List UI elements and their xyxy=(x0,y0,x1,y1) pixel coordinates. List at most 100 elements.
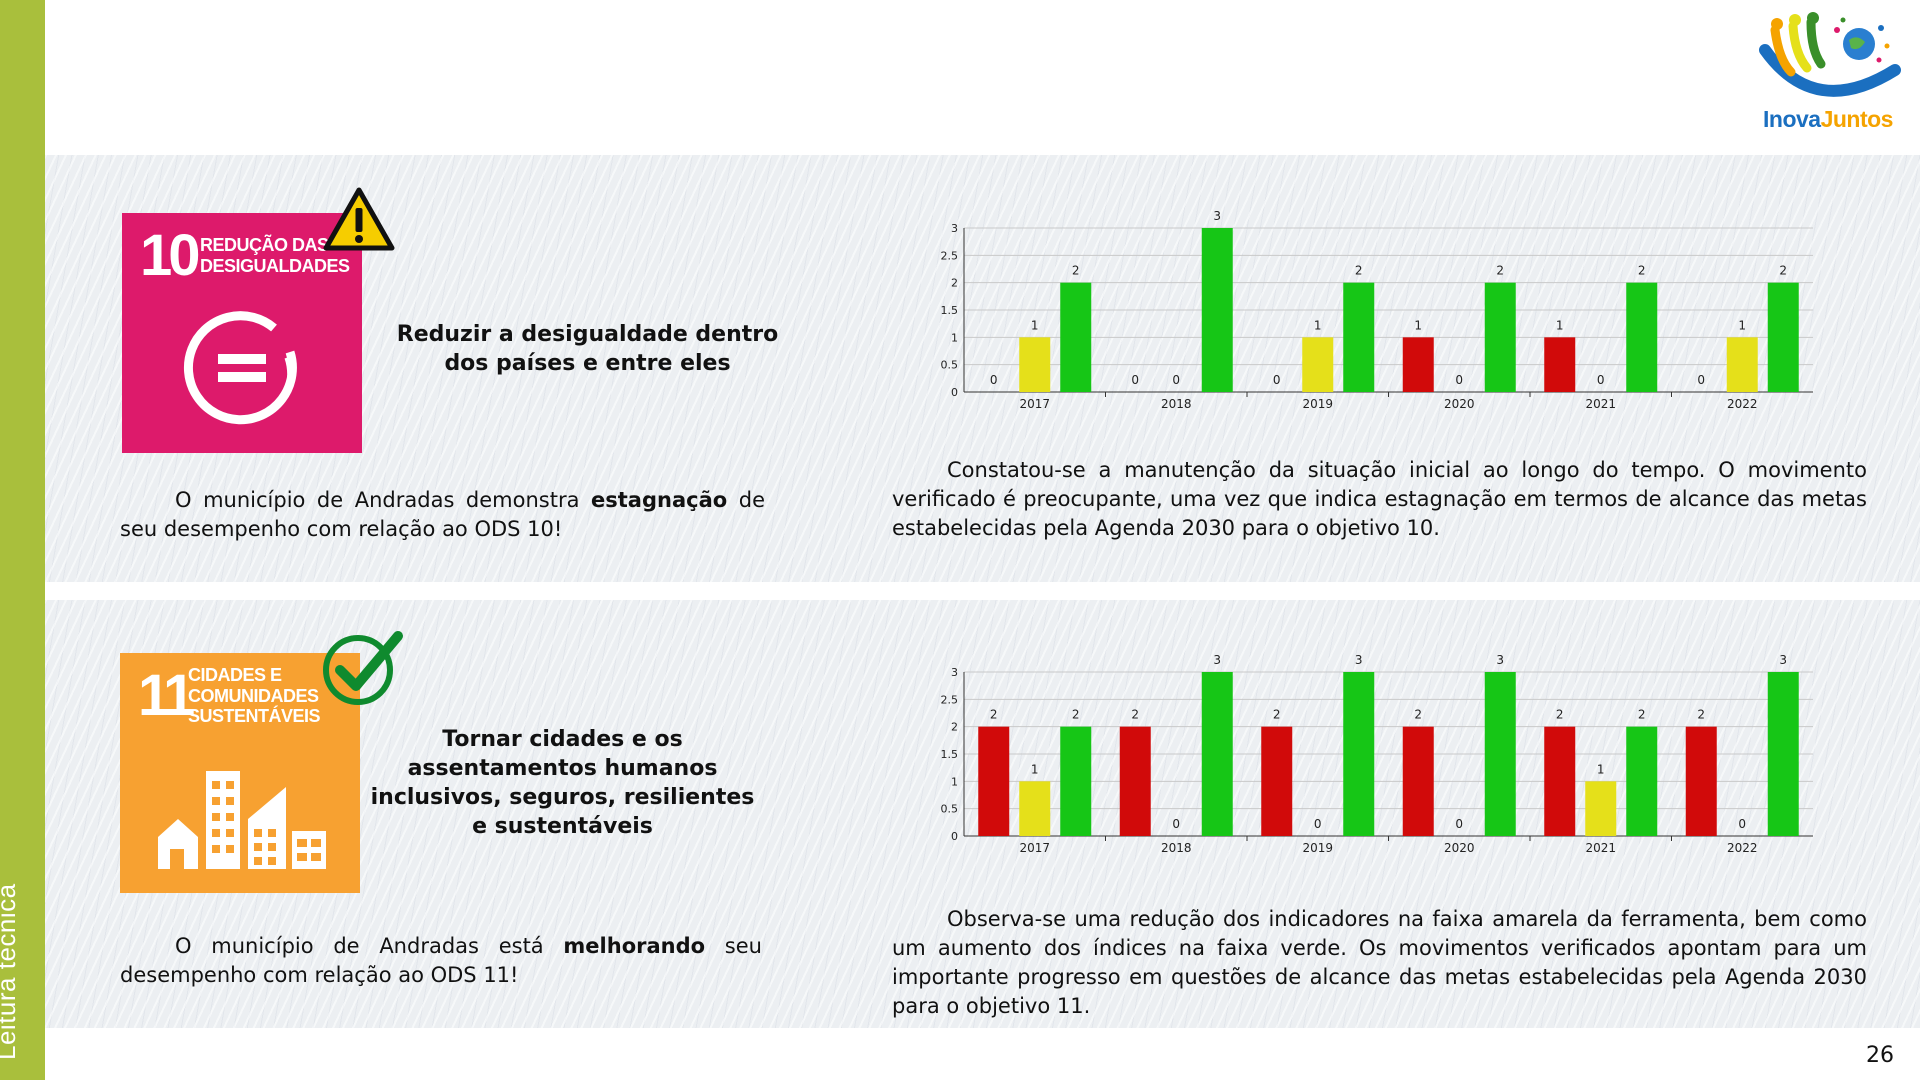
data-label: 0 xyxy=(1131,373,1139,387)
bar xyxy=(1402,337,1434,392)
data-label: 2 xyxy=(1072,708,1080,722)
data-label: 1 xyxy=(1031,762,1039,776)
data-label: 3 xyxy=(1213,209,1221,223)
page-number: 26 xyxy=(1866,1043,1894,1068)
y-tick-label: 1.5 xyxy=(941,304,959,317)
y-tick-label: 2.5 xyxy=(941,249,959,262)
ods11-analysis: Observa-se uma redução dos indicadores n… xyxy=(892,905,1867,1021)
ods10-title-line2: DESIGUALDADES xyxy=(200,255,350,276)
ods11-tile: 11 CIDADES E COMUNIDADES SUSTENTÁVEIS xyxy=(120,653,360,893)
checkmark-icon xyxy=(323,631,403,705)
bar xyxy=(1201,672,1233,836)
bar xyxy=(978,726,1010,836)
inovajuntos-logo xyxy=(1759,12,1901,97)
data-label: 1 xyxy=(1414,318,1422,332)
city-buildings-icon xyxy=(158,771,326,869)
x-tick-label: 2017 xyxy=(1019,841,1050,855)
bar xyxy=(1060,282,1092,392)
y-tick-label: 3 xyxy=(951,222,958,235)
data-label: 3 xyxy=(1355,653,1363,667)
bar xyxy=(1726,337,1758,392)
data-label: 1 xyxy=(1556,318,1564,332)
ods11-bar-chart: 00.511.522.53212201720320182032019203202… xyxy=(941,653,1813,855)
data-label: 2 xyxy=(1414,708,1422,722)
data-label: 3 xyxy=(1496,653,1504,667)
y-tick-label: 3 xyxy=(951,666,958,679)
y-tick-label: 1.5 xyxy=(941,748,959,761)
ods10-tile: 10 REDUÇÃO DAS DESIGUALDADES xyxy=(122,213,362,453)
data-label: 1 xyxy=(1031,318,1039,332)
bar xyxy=(1343,672,1375,836)
bar xyxy=(1060,726,1092,836)
x-tick-label: 2022 xyxy=(1727,841,1758,855)
data-label: 2 xyxy=(1273,708,1281,722)
bar xyxy=(1119,726,1151,836)
data-label: 0 xyxy=(1314,817,1322,831)
y-tick-label: 0 xyxy=(951,830,958,843)
bar xyxy=(1402,726,1434,836)
x-tick-label: 2021 xyxy=(1585,841,1616,855)
bar xyxy=(1019,337,1051,392)
ods11-title-line1: CIDADES E xyxy=(188,665,282,685)
equality-icon xyxy=(183,311,297,425)
data-label: 2 xyxy=(1779,264,1787,278)
ods11-analysis-text: Observa-se uma redução dos indicadores n… xyxy=(892,907,1867,1018)
y-tick-label: 0 xyxy=(951,386,958,399)
x-tick-label: 2017 xyxy=(1019,397,1050,411)
ods11-summary-pre: O município de Andradas está xyxy=(175,934,564,958)
ods11-title: CIDADES E COMUNIDADES SUSTENTÁVEIS xyxy=(188,665,321,727)
sidebar-label: Leitura técnica xyxy=(0,883,21,1060)
x-tick-label: 2020 xyxy=(1444,397,1475,411)
data-label: 2 xyxy=(1638,708,1646,722)
bar xyxy=(1544,726,1576,836)
data-label: 0 xyxy=(1697,373,1705,387)
ods10-analysis-text: Constatou-se a manutenção da situação in… xyxy=(892,458,1867,540)
warning-icon xyxy=(323,187,395,251)
data-label: 1 xyxy=(1597,762,1605,776)
ods10-title: REDUÇÃO DAS DESIGUALDADES xyxy=(200,235,350,276)
bar xyxy=(1767,282,1799,392)
bar xyxy=(1019,781,1051,836)
bar xyxy=(1585,781,1617,836)
x-tick-label: 2022 xyxy=(1727,397,1758,411)
bar xyxy=(1484,282,1516,392)
data-label: 2 xyxy=(1131,708,1139,722)
ods10-number: 10 xyxy=(140,223,200,288)
x-tick-label: 2019 xyxy=(1302,397,1333,411)
ods11-summary-post: seu desempenho com relação ao ODS 11! xyxy=(120,934,762,987)
ods10-analysis: Constatou-se a manutenção da situação in… xyxy=(892,456,1867,543)
logo-wordmark: InovaJuntos xyxy=(1763,106,1893,133)
data-label: 0 xyxy=(1738,817,1746,831)
bar xyxy=(1302,337,1334,392)
y-tick-label: 1 xyxy=(951,331,958,344)
ods10-summary-bold: estagnação xyxy=(591,488,728,512)
data-label: 2 xyxy=(1556,708,1564,722)
data-label: 0 xyxy=(1172,817,1180,831)
data-label: 2 xyxy=(990,708,998,722)
data-label: 2 xyxy=(1496,264,1504,278)
ods11-summary-bold: melhorando xyxy=(563,934,706,958)
data-label: 0 xyxy=(990,373,998,387)
bar xyxy=(1343,282,1375,392)
ods11-chart: 0 0.5 1 1.5 2 2.5 3 2 1 2 2017 2 0 3 2018 2 0 3 2019 2 0 3 202… xyxy=(920,642,1820,862)
data-label: 3 xyxy=(1779,653,1787,667)
data-label: 1 xyxy=(1314,318,1322,332)
data-label: 2 xyxy=(1355,264,1363,278)
y-tick-label: 0.5 xyxy=(941,803,959,816)
data-label: 2 xyxy=(1638,264,1646,278)
ods10-summary: O município de Andradas demonstra estagn… xyxy=(120,486,765,544)
y-tick-label: 1 xyxy=(951,775,958,788)
ods11-number: 11 xyxy=(138,663,195,728)
data-label: 1 xyxy=(1738,318,1746,332)
bar xyxy=(1767,672,1799,836)
data-label: 0 xyxy=(1273,373,1281,387)
ods11-title-line2: COMUNIDADES xyxy=(188,685,319,706)
bar xyxy=(1626,726,1658,836)
x-tick-label: 2019 xyxy=(1302,841,1333,855)
data-label: 0 xyxy=(1455,373,1463,387)
bar xyxy=(1261,726,1293,836)
ods10-summary-pre: O município de Andradas demonstra xyxy=(175,488,592,512)
x-tick-label: 2020 xyxy=(1444,841,1475,855)
y-tick-label: 0.5 xyxy=(941,359,959,372)
